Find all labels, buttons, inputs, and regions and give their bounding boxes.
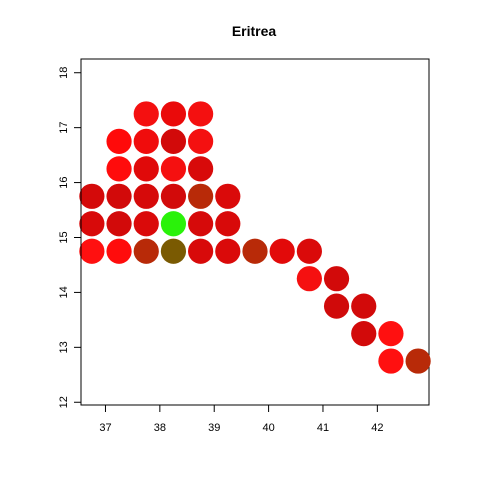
- data-point: [188, 183, 214, 209]
- data-point: [188, 238, 214, 264]
- chart-title: Eritrea: [232, 23, 277, 39]
- data-point: [323, 266, 350, 292]
- data-point: [79, 183, 105, 209]
- data-point: [106, 211, 132, 237]
- data-point: [215, 238, 241, 264]
- data-point: [215, 211, 241, 237]
- data-point: [106, 183, 132, 209]
- y-tick-label: 15: [58, 231, 70, 243]
- data-point: [242, 238, 268, 264]
- data-point: [133, 238, 159, 264]
- data-point: [405, 348, 431, 374]
- data-point: [351, 321, 377, 347]
- data-point: [133, 211, 159, 237]
- data-point: [269, 238, 295, 264]
- data-point: [188, 128, 214, 154]
- x-tick-label: 37: [99, 422, 111, 434]
- data-point: [160, 238, 187, 264]
- x-tick-label: 38: [154, 422, 166, 434]
- data-point: [378, 348, 404, 374]
- data-point: [133, 101, 159, 127]
- data-point: [106, 156, 132, 182]
- x-tick-label: 40: [262, 422, 274, 434]
- x-tick-label: 39: [208, 422, 220, 434]
- y-tick-label: 18: [58, 67, 70, 79]
- data-point: [133, 156, 159, 182]
- data-point: [160, 183, 187, 209]
- x-axis: 37 38 39 40 41 42: [99, 404, 383, 434]
- data-point: [188, 101, 214, 127]
- data-point: [188, 211, 214, 237]
- data-point: [296, 266, 322, 292]
- data-point: [79, 238, 105, 264]
- data-point: [188, 156, 214, 182]
- x-tick-label: 41: [317, 422, 329, 434]
- y-tick-label: 13: [58, 341, 70, 353]
- data-point: [296, 238, 322, 264]
- x-tick-label: 42: [371, 422, 383, 434]
- data-point: [160, 101, 187, 127]
- data-point: [133, 183, 159, 209]
- data-point: [215, 183, 241, 209]
- data-point: [106, 128, 132, 154]
- y-tick-label: 17: [58, 122, 70, 134]
- y-tick-label: 16: [58, 176, 70, 188]
- data-point: [160, 156, 187, 182]
- data-point: [323, 293, 350, 319]
- y-tick-label: 14: [58, 286, 70, 298]
- y-axis: 12 13 14 15 16 17 18: [58, 67, 82, 408]
- data-point: [79, 211, 105, 237]
- data-points: [79, 101, 431, 374]
- plot-frame: [80, 58, 430, 406]
- data-point: [378, 321, 404, 347]
- y-tick-label: 12: [58, 396, 70, 408]
- data-point: [106, 238, 132, 264]
- data-point: [160, 128, 187, 154]
- data-point: [133, 128, 159, 154]
- data-point: [351, 293, 377, 319]
- data-point: [160, 211, 187, 237]
